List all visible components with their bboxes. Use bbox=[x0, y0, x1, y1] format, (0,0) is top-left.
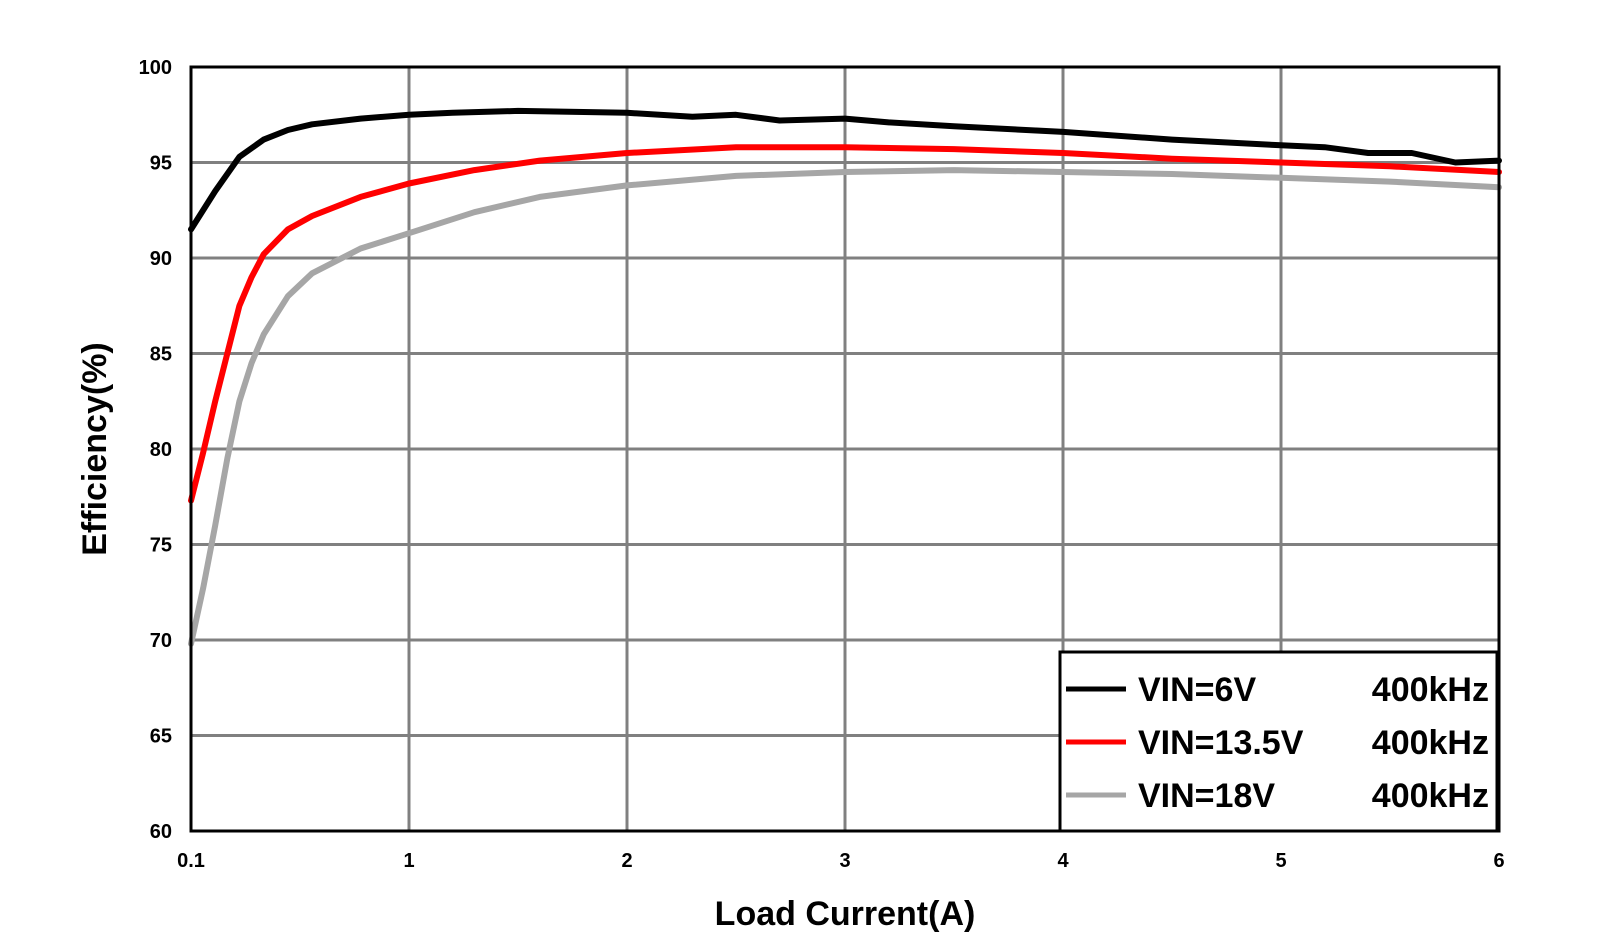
series-line-0 bbox=[188, 107, 1502, 233]
y-tick-label: 85 bbox=[150, 344, 172, 366]
y-tick-label: 95 bbox=[150, 153, 172, 175]
series-line-2 bbox=[188, 167, 1502, 647]
y-tick-label: 80 bbox=[150, 439, 172, 461]
series-line-1 bbox=[188, 144, 1502, 504]
legend-freq-0: 400kHz bbox=[1372, 671, 1489, 709]
legend-label-2: VIN=18V bbox=[1138, 777, 1275, 815]
legend-label-1: VIN=13.5V bbox=[1138, 724, 1304, 762]
legend-freq-1: 400kHz bbox=[1372, 724, 1489, 762]
legend: VIN=6V 400kHz VIN=13.5V 400kHz VIN=18V 400kHz bbox=[1058, 650, 1499, 833]
y-tick-labels: 60 65 70 75 80 85 90 95 100 bbox=[139, 57, 172, 843]
y-tick-label: 90 bbox=[150, 248, 172, 270]
y-axis-title: Efficiency(%) bbox=[76, 342, 114, 556]
y-tick-label: 75 bbox=[150, 535, 172, 557]
legend-box bbox=[1058, 650, 1499, 833]
series-layer bbox=[188, 107, 1502, 647]
legend-freq-2: 400kHz bbox=[1372, 777, 1489, 815]
x-tick-label: 4 bbox=[1057, 850, 1069, 872]
y-tick-label: 60 bbox=[150, 821, 172, 843]
grid-lines bbox=[191, 67, 1499, 831]
y-tick-label: 65 bbox=[150, 726, 172, 748]
x-tick-label: 1 bbox=[403, 850, 414, 872]
x-tick-label: 2 bbox=[621, 850, 632, 872]
plot-frame bbox=[189, 65, 1501, 833]
legend-label-0: VIN=6V bbox=[1138, 671, 1256, 709]
x-tick-label: 3 bbox=[839, 850, 850, 872]
x-axis-title: Load Current(A) bbox=[715, 895, 976, 933]
y-tick-label: 70 bbox=[150, 630, 172, 652]
x-tick-label: 0.1 bbox=[177, 850, 205, 872]
x-tick-label: 6 bbox=[1493, 850, 1504, 872]
x-tick-labels: 0.1 1 2 3 4 5 6 bbox=[177, 850, 1504, 872]
x-tick-label: 5 bbox=[1275, 850, 1286, 872]
y-tick-label: 100 bbox=[139, 57, 172, 79]
